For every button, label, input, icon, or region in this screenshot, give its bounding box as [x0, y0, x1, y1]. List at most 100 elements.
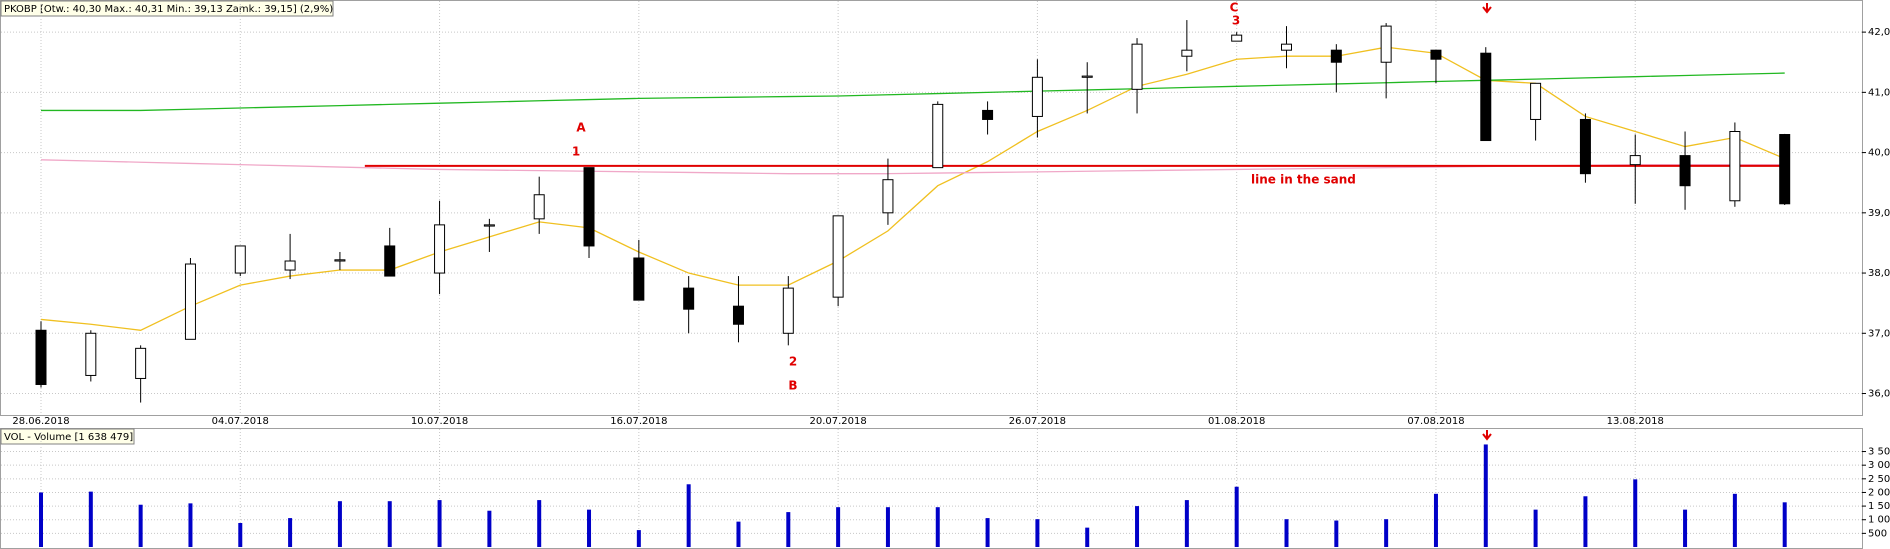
annotation: B: [788, 379, 797, 393]
candle-body: [284, 260, 296, 271]
annotation: 1: [572, 145, 580, 159]
volume-bar: [1334, 520, 1339, 547]
volume-bar: [39, 492, 43, 547]
x-tick-label: 20.07.2018: [809, 416, 866, 427]
x-tick-label: 28.06.2018: [12, 416, 69, 427]
x-tick-label: 01.08.2018: [1208, 416, 1265, 427]
candle-body: [982, 109, 994, 120]
y-tick-label: 37,00: [1868, 328, 1890, 339]
y-tick-label: 41,00: [1868, 87, 1890, 98]
x-tick-label: 04.07.2018: [212, 416, 269, 427]
candle-body: [1330, 49, 1342, 63]
x-tick-label: 16.07.2018: [610, 416, 667, 427]
y-tick-label: 2 000 000: [1868, 487, 1890, 498]
annotation: 3: [1232, 14, 1240, 28]
volume-bar: [1284, 519, 1289, 547]
level-label: line in the sand: [1251, 173, 1356, 187]
volume-bar: [1135, 506, 1140, 547]
candle-body: [1579, 118, 1591, 175]
volume-bar: [836, 507, 841, 547]
candle-body: [782, 287, 794, 334]
volume-bar: [686, 484, 691, 547]
x-tick-label: 10.07.2018: [411, 416, 468, 427]
y-tick-label: 36,00: [1868, 389, 1890, 400]
candle-body: [1181, 49, 1193, 57]
volume-bar: [88, 491, 93, 547]
candle-body: [1430, 49, 1442, 60]
annotation: C: [1230, 1, 1239, 15]
candle-body: [533, 194, 545, 220]
x-tick-label: 13.08.2018: [1607, 416, 1664, 427]
candle-body: [1281, 43, 1292, 51]
volume-bar: [935, 507, 940, 547]
candle-body: [1081, 75, 1093, 78]
moving-average: [40, 46, 1785, 331]
candle-body: [434, 224, 446, 274]
candle-body: [135, 347, 147, 379]
volume-bar: [1782, 502, 1787, 547]
candle-body: [932, 103, 944, 169]
y-tick-label: 40,00: [1868, 148, 1890, 159]
y-tick-label: 38,00: [1868, 268, 1890, 279]
candle-body: [483, 224, 495, 227]
volume-bar: [1085, 527, 1090, 547]
candle-body: [334, 259, 346, 262]
annotation: 2: [789, 355, 797, 369]
volume-bar: [1234, 486, 1239, 547]
candle-body: [35, 329, 47, 385]
candle-body: [1679, 155, 1691, 187]
volume-bar: [138, 504, 143, 547]
candle-body: [1380, 25, 1392, 63]
candle-body: [1231, 34, 1243, 42]
candle-body: [832, 215, 844, 298]
volume-bar: [885, 507, 890, 547]
annotation: A: [576, 121, 586, 135]
y-tick-label: 3 000 000: [1868, 460, 1890, 471]
candle-body: [583, 167, 595, 247]
candle-body: [1779, 134, 1791, 205]
y-tick-label: 1 000 000: [1868, 515, 1890, 526]
moving-average: [41, 72, 1785, 112]
volume-bar: [1683, 509, 1688, 547]
volume-bar: [487, 510, 492, 547]
candle-body: [732, 305, 744, 325]
volume-bar: [188, 503, 193, 547]
volume-bar: [736, 521, 741, 547]
candle-body: [1729, 131, 1741, 202]
candle-body: [1131, 43, 1143, 90]
volume-bar: [537, 500, 542, 547]
candle-body: [384, 245, 396, 277]
signal-arrow: [1482, 3, 1492, 14]
signal-arrow: [1482, 430, 1492, 441]
candle-body: [1480, 52, 1492, 142]
candle-body: [1530, 82, 1542, 120]
volume-bar: [238, 523, 243, 547]
volume-bar: [1633, 479, 1638, 547]
volume-bar: [288, 518, 293, 547]
candle-body: [882, 179, 894, 214]
y-tick-label: 39,00: [1868, 208, 1890, 219]
y-tick-label: 42,00: [1868, 27, 1890, 38]
volume-bar: [636, 530, 641, 547]
volume-title: VOL - Volume [1 638 479]: [4, 432, 133, 443]
candle-body: [1031, 76, 1043, 117]
volume-bar: [985, 518, 990, 547]
volume-bar: [387, 501, 392, 547]
volume-bar: [437, 500, 442, 547]
volume-bar: [337, 501, 342, 547]
volume-bar: [1184, 500, 1189, 547]
candle-body: [683, 287, 695, 310]
x-tick-label: 07.08.2018: [1407, 416, 1464, 427]
volume-bar: [1533, 509, 1538, 547]
volume-bar: [1583, 496, 1588, 547]
volume-bar: [1433, 493, 1438, 547]
volume-bar: [786, 512, 791, 547]
y-tick-label: 3 500 000: [1868, 447, 1890, 458]
candle-body: [633, 257, 645, 301]
chart-title: PKOBP [Otw.: 40,30 Max.: 40,31 Min.: 39,…: [4, 4, 333, 15]
y-tick-label: 1 500 000: [1868, 501, 1890, 512]
volume-bar: [1732, 493, 1737, 547]
y-tick-label: 2 500 000: [1868, 474, 1890, 485]
volume-bar: [1384, 519, 1389, 547]
